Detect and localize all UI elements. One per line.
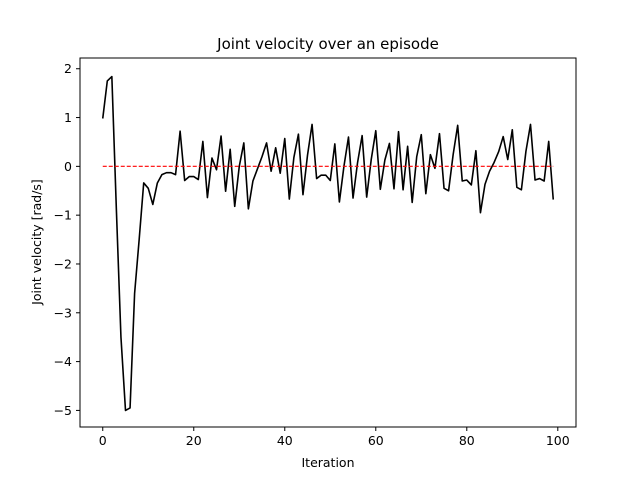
y-tick-label: −2	[54, 256, 72, 271]
x-axis-label: Iteration	[301, 455, 354, 470]
y-tick-label: −3	[54, 305, 72, 320]
x-tick-label: 20	[186, 433, 202, 448]
x-tick-label: 100	[546, 433, 570, 448]
y-tick-label: 2	[64, 61, 72, 76]
y-tick-label: 0	[64, 159, 72, 174]
x-tick-label: 40	[277, 433, 293, 448]
y-tick-label: −1	[54, 208, 72, 223]
plot-area: 0 20 40 60 80 100 2 1 0 −1 −2 −3 −4 −5	[54, 57, 577, 448]
chart-title: Joint velocity over an episode	[216, 35, 439, 53]
x-tick-label: 80	[459, 433, 475, 448]
y-axis-label: Joint velocity [rad/s]	[29, 179, 44, 306]
x-tick-label: 0	[99, 433, 107, 448]
y-tick-label: 1	[64, 110, 72, 125]
x-tick-label: 60	[368, 433, 384, 448]
y-tick-label: −4	[54, 354, 72, 369]
joint-velocity-line	[101, 75, 555, 412]
y-tick-label: −5	[54, 403, 72, 418]
plot-frame	[79, 57, 577, 428]
